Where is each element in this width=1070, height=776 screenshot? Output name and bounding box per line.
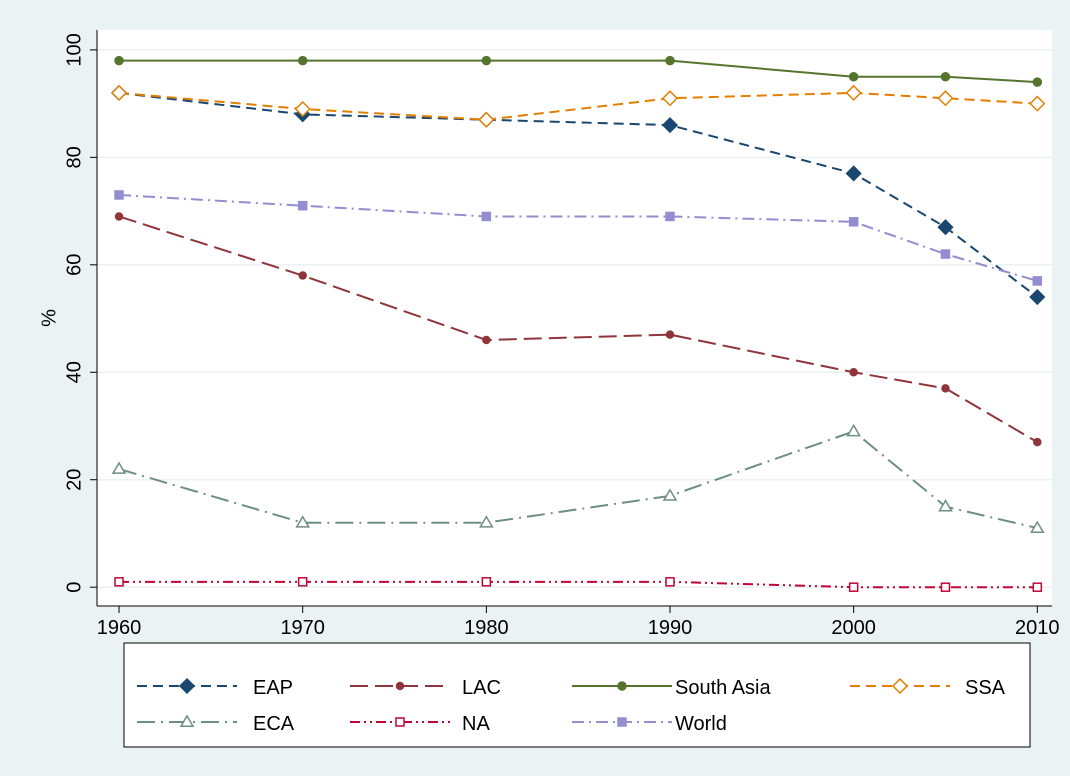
y-tick-label: 20 <box>63 469 85 491</box>
data-point <box>848 217 859 227</box>
y-tick-label: 0 <box>63 582 85 593</box>
data-point <box>114 190 124 200</box>
legend-label: EAP <box>253 677 293 699</box>
x-tick-label: 1980 <box>464 617 509 639</box>
data-point <box>848 71 859 82</box>
legend-label: World <box>675 713 727 735</box>
data-point <box>110 84 128 101</box>
data-point <box>478 111 495 128</box>
legend-marker <box>891 677 909 695</box>
data-point <box>297 55 308 66</box>
data-point <box>662 488 678 501</box>
legend-label: LAC <box>462 677 501 699</box>
data-point <box>481 55 492 66</box>
data-point <box>937 90 954 107</box>
y-axis-label: % <box>38 309 60 327</box>
legend <box>123 642 1031 748</box>
legend-label: South Asia <box>675 677 772 699</box>
plot-area <box>97 30 1052 606</box>
legend-label: ECA <box>253 713 295 735</box>
legend-marker <box>178 677 196 695</box>
data-point <box>665 577 675 587</box>
legend-label: SSA <box>965 677 1006 699</box>
legend-marker <box>395 717 405 727</box>
data-point <box>846 423 861 437</box>
data-point <box>848 582 859 592</box>
y-tick-label: 100 <box>63 33 85 66</box>
legend-marker <box>617 681 627 691</box>
data-point <box>1032 276 1043 286</box>
legend-marker <box>395 681 405 691</box>
data-point <box>294 100 311 118</box>
data-point <box>1029 520 1045 534</box>
data-point <box>941 384 950 393</box>
data-point <box>111 461 127 474</box>
data-point <box>849 368 858 377</box>
data-point <box>1033 437 1042 447</box>
data-point <box>665 55 675 66</box>
data-point <box>1032 582 1043 592</box>
data-point <box>1032 77 1043 87</box>
data-point <box>940 582 951 592</box>
y-tick-label: 40 <box>63 361 85 383</box>
data-point <box>665 211 675 222</box>
y-tick-label: 80 <box>63 146 85 168</box>
data-point <box>665 330 675 339</box>
data-point <box>1029 95 1046 112</box>
x-tick-label: 1960 <box>97 617 142 639</box>
data-point <box>1029 288 1046 306</box>
data-point <box>481 577 492 587</box>
x-tick-label: 2000 <box>831 617 876 639</box>
data-point <box>661 117 679 134</box>
x-tick-label: 2010 <box>1015 617 1060 639</box>
data-point <box>940 249 951 259</box>
data-point <box>481 211 492 222</box>
x-tick-label: 1990 <box>648 617 693 639</box>
data-point <box>479 515 494 528</box>
legend-marker <box>179 714 195 727</box>
data-point <box>937 219 954 236</box>
data-point <box>114 577 124 587</box>
legend-marker <box>617 717 627 727</box>
data-point <box>114 212 124 221</box>
data-point <box>938 499 953 512</box>
data-point <box>297 577 308 587</box>
y-tick-label: 60 <box>63 254 85 276</box>
data-point <box>295 515 311 528</box>
legend-label: NA <box>462 713 490 735</box>
data-point <box>940 71 951 82</box>
data-point <box>845 165 862 182</box>
data-point <box>661 90 679 107</box>
data-point <box>482 335 491 345</box>
data-point <box>298 271 307 280</box>
data-point <box>297 200 308 211</box>
data-point <box>114 55 124 66</box>
x-tick-label: 1970 <box>280 617 325 639</box>
data-point <box>845 84 862 101</box>
